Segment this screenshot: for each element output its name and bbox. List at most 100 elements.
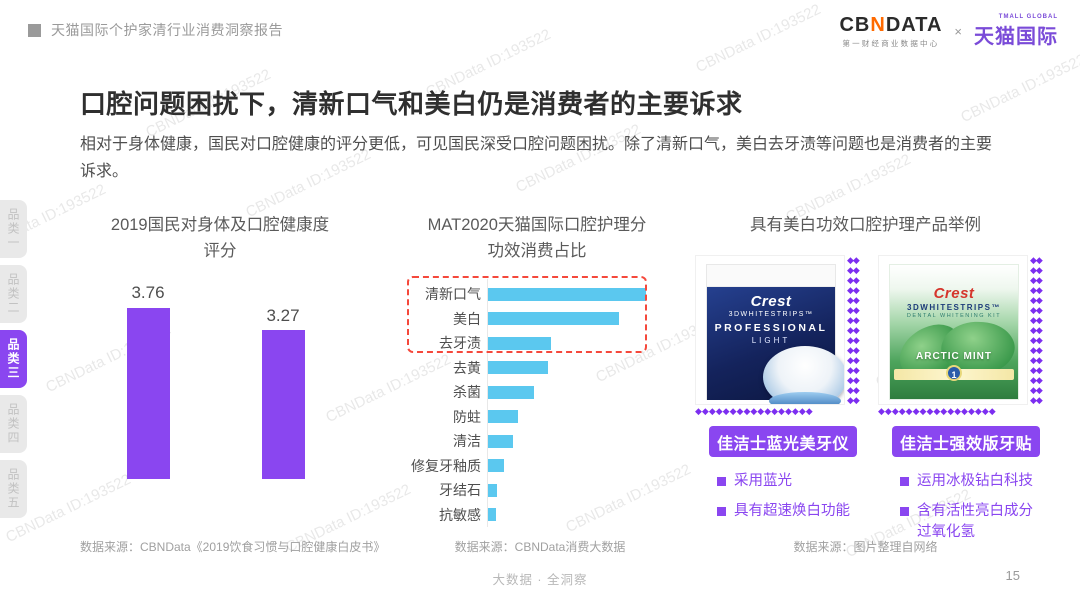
- cbn-n: N: [870, 14, 886, 36]
- bar-row: 清洁: [395, 429, 685, 454]
- bar: [488, 410, 519, 424]
- row-label: 防蛀: [453, 408, 481, 425]
- bullet-square-icon: [900, 477, 909, 486]
- chart2-title: MAT2020天猫国际口腔护理分功效消费占比: [427, 216, 647, 260]
- product-image-crest-professional-light: Crest 3DWHITESTRIPS™ PROFESSIONAL LIGHT: [695, 255, 845, 405]
- bullet-item: 含有活性亮白成分过氧化氢: [900, 501, 1039, 543]
- product-bullets: 采用蓝光 具有超速焕白功能: [717, 471, 856, 531]
- report-header: 天猫国际个护家清行业消费洞察报告: [28, 20, 283, 40]
- row-label: 清洁: [453, 433, 481, 450]
- bar-body-health: [127, 308, 170, 479]
- watermark: CBNData ID:193522: [693, 0, 824, 77]
- efficacy-share-bar-chart: MAT2020天猫国际口腔护理分功效消费占比 清新口气 美白 去牙渍 去黄 杀菌…: [395, 205, 685, 540]
- bar-row: 杀菌: [395, 380, 685, 405]
- bullet-item: 运用冰极钻白科技: [900, 471, 1039, 492]
- cbn-prefix: CB: [839, 14, 871, 36]
- bar-row: 修复牙釉质: [395, 454, 685, 479]
- cross-separator: ×: [954, 24, 962, 39]
- bar-row: 抗敏感: [395, 503, 685, 528]
- brand-text: Crest: [933, 285, 975, 302]
- page-title: 口腔问题困扰下，清新口气和美白仍是消费者的主要诉求: [80, 89, 743, 119]
- bar-row: 去黄: [395, 356, 685, 381]
- product-image-crest-arctic-mint: Crest 3DWHITESTRIPS™ DENTAL WHITENING KI…: [878, 255, 1028, 405]
- row-label: 清新口气: [425, 286, 481, 303]
- package-art: Crest 3DWHITESTRIPS™ DENTAL WHITENING KI…: [889, 264, 1019, 400]
- products-source: 数据来源：图片整理自网络: [793, 540, 938, 554]
- header-square-icon: [28, 23, 41, 37]
- brand-logos: CBNDATA 第一财经商业数据中心 × TMALL GLOBAL 天猫国际: [839, 14, 1058, 49]
- row-label: 去牙渍: [439, 335, 481, 352]
- bullet-square-icon: [900, 507, 909, 516]
- diamond-pattern-vertical: ◆◆ ◆◆ ◆◆ ◆◆ ◆◆ ◆◆ ◆◆ ◆◆ ◆◆ ◆◆ ◆◆ ◆◆ ◆◆ ◆…: [847, 255, 860, 405]
- product-bullets: 运用冰极钻白科技 含有活性亮白成分过氧化氢: [900, 471, 1039, 552]
- sidebar-tab-category-1[interactable]: 品类一: [0, 200, 27, 258]
- bar-row: 牙结石: [395, 478, 685, 503]
- sidebar-tab-category-2[interactable]: 品类二: [0, 265, 27, 323]
- product-examples-section: 具有美白功效口腔护理产品举例 Crest 3DWHITESTRIPS™ PROF…: [693, 205, 1043, 555]
- blue-light-device-base: [769, 392, 841, 404]
- product-name-badge: 佳洁士蓝光美牙仪: [709, 426, 857, 457]
- diamond-pattern-vertical: ◆◆ ◆◆ ◆◆ ◆◆ ◆◆ ◆◆ ◆◆ ◆◆ ◆◆ ◆◆ ◆◆ ◆◆ ◆◆ ◆…: [1030, 255, 1043, 405]
- cbndata-subtitle: 第一财经商业数据中心: [842, 39, 940, 48]
- chart2-source: 数据来源：CBNData消费大数据: [454, 540, 626, 554]
- product-section-title: 具有美白功效口腔护理产品举例: [750, 216, 981, 234]
- report-title: 天猫国际个护家清行业消费洞察报告: [51, 22, 283, 38]
- bullet-square-icon: [717, 477, 726, 486]
- cbn-suffix: DATA: [885, 14, 943, 36]
- series-text: 3DWHITESTRIPS™: [907, 303, 1001, 312]
- package-line1: PROFESSIONAL: [714, 322, 828, 334]
- bar: [488, 312, 620, 326]
- chart1-source: 数据来源：CBNData《2019饮食习惯与口腔健康白皮书》: [80, 540, 386, 554]
- bar: [488, 385, 534, 399]
- page-number: 15: [1005, 568, 1020, 583]
- bar: [488, 483, 498, 497]
- bar-row: 去牙渍: [395, 331, 685, 356]
- package-line2: ARCTIC MINT: [916, 351, 992, 362]
- row-label: 美白: [453, 310, 481, 327]
- series-text: 3DWHITESTRIPS™: [728, 311, 814, 318]
- bar-row: 清新口气: [395, 282, 685, 307]
- bar-row: 防蛀: [395, 405, 685, 430]
- diamond-pattern-horizontal: ◆◆◆◆◆◆◆◆◆◆◆◆◆◆◆◆◆: [695, 406, 813, 416]
- package-art: Crest 3DWHITESTRIPS™ PROFESSIONAL LIGHT: [706, 264, 844, 404]
- row-label: 牙结石: [439, 482, 481, 499]
- bar: [488, 361, 549, 375]
- bullet-square-icon: [717, 507, 726, 516]
- cbndata-logo: CBNDATA 第一财经商业数据中心: [839, 14, 942, 49]
- package-line1: DENTAL WHITENING KIT: [906, 313, 1002, 319]
- tmall-global-logo: TMALL GLOBAL 天猫国际: [974, 14, 1058, 49]
- tmall-tagline: TMALL GLOBAL: [998, 14, 1058, 20]
- sidebar-tab-category-4[interactable]: 品类四: [0, 395, 27, 453]
- number-one-badge: 1: [946, 365, 962, 381]
- bar: [488, 287, 646, 301]
- row-label: 杀菌: [453, 384, 481, 401]
- bar-value-label: 3.76: [131, 283, 165, 302]
- chart1-title: 2019国民对身体及口腔健康度评分: [110, 216, 330, 260]
- top3-highlight-dashed-box: [407, 276, 647, 353]
- health-score-bar-chart: 2019国民对身体及口腔健康度评分 3.76 3.27 身体健康 口腔健康: [80, 205, 360, 540]
- tmall-name: 天猫国际: [974, 26, 1058, 48]
- bar: [488, 336, 552, 350]
- row-label: 修复牙釉质: [411, 457, 481, 474]
- product-name-badge: 佳洁士强效版牙贴: [892, 426, 1040, 457]
- bar: [488, 508, 496, 522]
- bar: [488, 434, 514, 448]
- brand-text: Crest: [750, 293, 792, 310]
- row-label: 去黄: [453, 359, 481, 376]
- package-line2: LIGHT: [751, 336, 791, 345]
- row-label: 抗敏感: [439, 506, 481, 523]
- bar-row: 美白: [395, 307, 685, 332]
- intro-paragraph: 相对于身体健康，国民对口腔健康的评分更低，可见国民深受口腔问题困扰。除了清新口气…: [80, 136, 993, 180]
- footer-slogan: 大数据 · 全洞察: [492, 573, 588, 587]
- bullet-item: 具有超速焕白功能: [717, 501, 856, 522]
- bar-value-label: 3.27: [266, 306, 300, 325]
- bar: [488, 459, 504, 473]
- bar-oral-health: [262, 330, 305, 479]
- sidebar-tab-category-3-active[interactable]: 品类三: [0, 330, 27, 388]
- sidebar-tab-category-5[interactable]: 品类五: [0, 460, 27, 518]
- watermark: CBNData ID:193522: [958, 50, 1080, 127]
- diamond-pattern-horizontal: ◆◆◆◆◆◆◆◆◆◆◆◆◆◆◆◆◆: [878, 406, 996, 416]
- bullet-item: 采用蓝光: [717, 471, 856, 492]
- y-axis-line: [487, 279, 488, 527]
